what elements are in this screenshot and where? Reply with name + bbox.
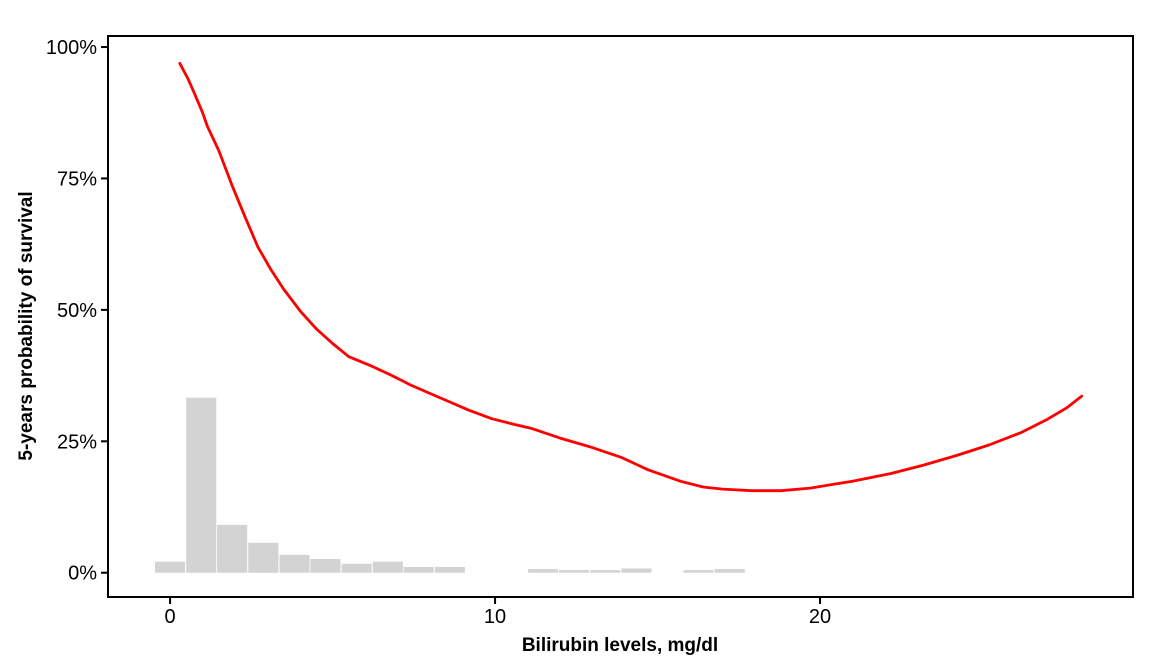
x-tick-label: 20 bbox=[809, 606, 831, 628]
histogram-bar bbox=[310, 559, 341, 573]
histogram-bar bbox=[528, 569, 559, 573]
histogram-bar bbox=[248, 542, 279, 573]
y-tick-label: 25% bbox=[57, 431, 97, 453]
histogram-bar bbox=[155, 561, 186, 573]
histogram-bar bbox=[559, 570, 590, 573]
x-tick-label: 10 bbox=[484, 606, 506, 628]
histogram-layer bbox=[155, 397, 745, 573]
histogram-bar bbox=[372, 561, 403, 573]
histogram-bar bbox=[217, 524, 248, 573]
histogram-bar bbox=[683, 570, 714, 573]
histogram-bar bbox=[341, 563, 372, 573]
x-tick-label: 0 bbox=[165, 606, 176, 628]
histogram-bar bbox=[714, 569, 745, 573]
histogram-bar bbox=[279, 554, 310, 573]
y-tick-label: 100% bbox=[46, 37, 97, 59]
histogram-bar bbox=[403, 566, 434, 573]
plot-panel-border bbox=[107, 35, 1134, 598]
y-tick-label: 50% bbox=[57, 300, 97, 322]
histogram-bar bbox=[186, 397, 217, 573]
y-axis-title: 5-years probability of survival bbox=[16, 191, 37, 460]
histogram-bar bbox=[590, 570, 621, 573]
axis-ticks-layer bbox=[101, 46, 822, 604]
survival-curve bbox=[178, 61, 1084, 493]
histogram-bar bbox=[434, 566, 465, 573]
curve-layer bbox=[178, 61, 1084, 493]
x-axis-title: Bilirubin levels, mg/dl bbox=[522, 635, 718, 656]
tick-labels-layer: 0 10 20 0% 25% 50% 75% 100% bbox=[46, 37, 831, 628]
y-tick-label: 75% bbox=[57, 168, 97, 190]
histogram-bar bbox=[621, 568, 652, 573]
y-tick-label: 0% bbox=[68, 563, 97, 585]
